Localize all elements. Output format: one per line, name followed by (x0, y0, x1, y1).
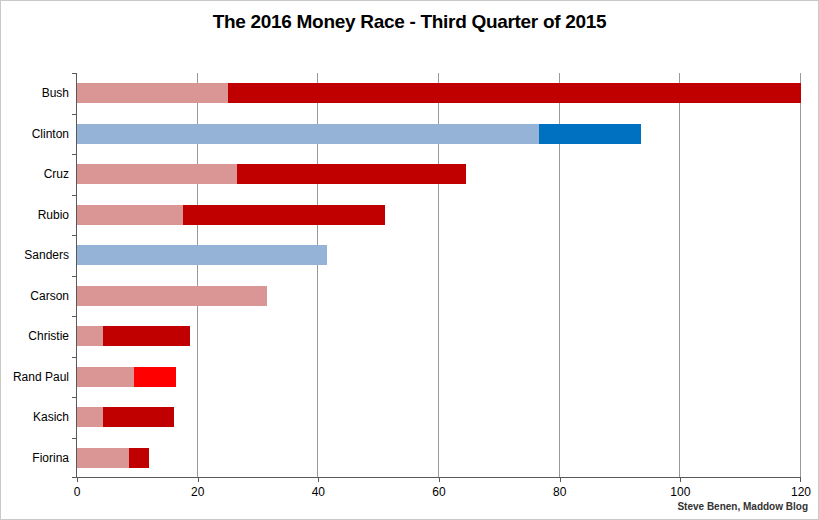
chart-title: The 2016 Money Race - Third Quarter of 2… (1, 11, 818, 33)
attribution: Steve Benen, Maddow Blog (677, 501, 808, 512)
bar-bush (77, 83, 801, 103)
y-axis-tick (72, 195, 77, 196)
category-label-christie: Christie (0, 326, 69, 346)
y-axis-tick (72, 114, 77, 115)
bar-segment-2 (103, 326, 190, 346)
y-axis-tick (72, 73, 77, 74)
bar-segment-1 (77, 205, 183, 225)
bar-clinton (77, 124, 641, 144)
category-label-sanders: Sanders (0, 245, 69, 265)
bar-segment-1 (77, 245, 327, 265)
bar-segment-2 (134, 367, 176, 387)
x-axis-tick-80 (560, 477, 561, 482)
x-tick-label-100: 100 (670, 485, 690, 499)
category-label-cruz: Cruz (0, 164, 69, 184)
bar-segment-2 (183, 205, 385, 225)
bar-segment-1 (77, 326, 103, 346)
y-axis-tick (72, 154, 77, 155)
bar-rand-paul (77, 367, 176, 387)
bar-segment-1 (77, 448, 129, 468)
y-axis-tick (72, 397, 77, 398)
x-axis-tick-60 (439, 477, 440, 482)
gridline-100 (679, 73, 680, 477)
bar-sanders (77, 245, 327, 265)
y-axis-tick (72, 235, 77, 236)
category-label-kasich: Kasich (0, 407, 69, 427)
y-axis-tick (72, 357, 77, 358)
x-tick-label-0: 0 (74, 485, 81, 499)
bar-segment-2 (237, 164, 466, 184)
y-axis-tick (72, 276, 77, 277)
category-label-fiorina: Fiorina (0, 448, 69, 468)
gridline-120 (800, 73, 801, 477)
bar-segment-2 (539, 124, 642, 144)
bar-rubio (77, 205, 385, 225)
category-label-clinton: Clinton (0, 124, 69, 144)
x-axis-tick-20 (198, 477, 199, 482)
bar-christie (77, 326, 190, 346)
bar-segment-2 (129, 448, 150, 468)
bar-segment-1 (77, 164, 237, 184)
y-axis-tick (72, 438, 77, 439)
bar-kasich (77, 407, 174, 427)
x-axis-tick-0 (77, 477, 78, 482)
y-axis-tick (72, 316, 77, 317)
x-tick-label-60: 60 (432, 485, 445, 499)
category-label-bush: Bush (0, 83, 69, 103)
bar-segment-1 (77, 83, 228, 103)
plot-area: 020406080100120BushClintonCruzRubioSande… (76, 73, 800, 478)
x-tick-label-120: 120 (791, 485, 811, 499)
bar-segment-1 (77, 124, 539, 144)
x-axis-tick-100 (680, 477, 681, 482)
bar-cruz (77, 164, 466, 184)
bar-carson (77, 286, 267, 306)
x-tick-label-20: 20 (191, 485, 204, 499)
bar-segment-1 (77, 407, 103, 427)
chart-container: The 2016 Money Race - Third Quarter of 2… (0, 0, 819, 520)
bar-segment-1 (77, 367, 134, 387)
bar-segment-2 (103, 407, 174, 427)
category-label-rubio: Rubio (0, 205, 69, 225)
x-tick-label-40: 40 (312, 485, 325, 499)
bar-segment-1 (77, 286, 267, 306)
bar-fiorina (77, 448, 149, 468)
category-label-rand-paul: Rand Paul (0, 367, 69, 387)
category-label-carson: Carson (0, 286, 69, 306)
y-axis-tick (72, 477, 77, 478)
x-tick-label-80: 80 (553, 485, 566, 499)
bar-segment-2 (228, 83, 801, 103)
x-axis-tick-40 (318, 477, 319, 482)
x-axis-tick-120 (800, 477, 801, 482)
